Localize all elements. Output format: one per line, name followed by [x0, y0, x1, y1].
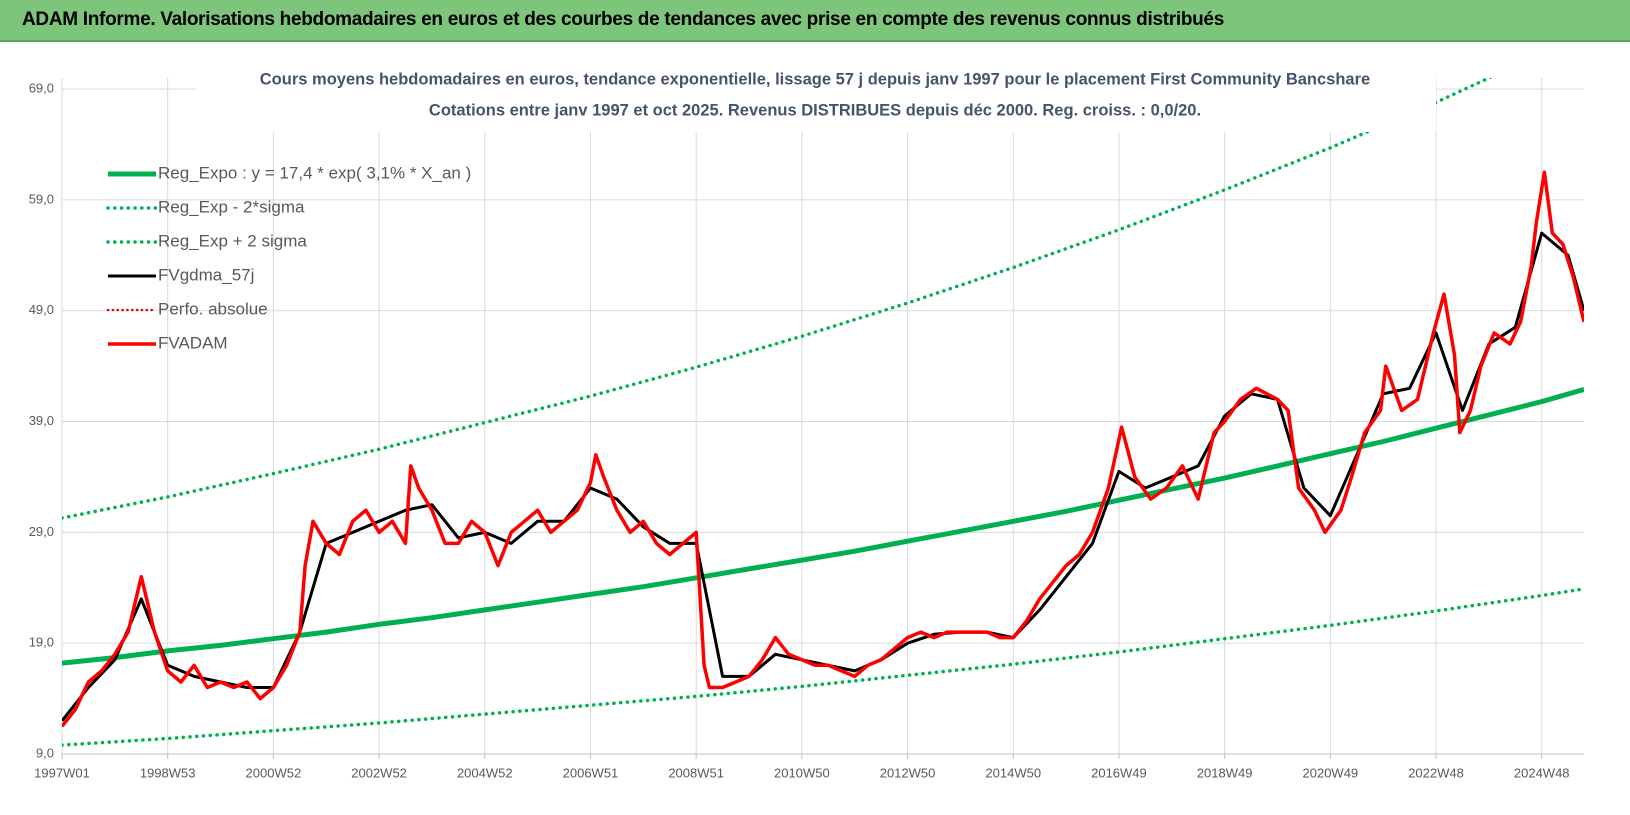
x-tick-label: 2020W49 [1303, 765, 1359, 780]
y-tick-label: 39,0 [29, 413, 54, 428]
x-tick-label: 1997W01 [34, 765, 90, 780]
y-tick-label: 9,0 [36, 745, 54, 760]
x-tick-label: 2008W51 [668, 765, 724, 780]
x-tick-label: 2002W52 [351, 765, 407, 780]
x-tick-label: 2022W48 [1408, 765, 1464, 780]
grid: 9,0 19,0 29,0 39,0 49,0 59,0 69,0 1997W01 1998W5… [29, 78, 1584, 780]
x-tick-label: 2004W52 [457, 765, 513, 780]
series-line [62, 587, 1584, 747]
x-tick-label: 1998W53 [140, 765, 196, 780]
legend-label: Reg_Exp + 2 sigma [158, 231, 307, 250]
y-tick-label: 49,0 [29, 302, 54, 317]
chart-background [0, 42, 1630, 815]
chart-subtitle: Cotations entre janv 1997 et oct 2025. R… [429, 101, 1201, 119]
plot-lines [62, 78, 1584, 747]
y-tick-label: 69,0 [29, 81, 54, 96]
x-tick-label: 2000W52 [246, 765, 302, 780]
chart: 9,0 19,0 29,0 39,0 49,0 59,0 69,0 1997W01 1998W5… [0, 42, 1630, 815]
y-tick-label: 59,0 [29, 191, 54, 206]
chart-title: Cours moyens hebdomadaires en euros, ten… [260, 70, 1370, 88]
legend-label: FVgdma_57j [158, 265, 254, 284]
x-tick-label: 2018W49 [1197, 765, 1253, 780]
x-tick-label: 2010W50 [774, 765, 830, 780]
series-line [62, 386, 1584, 666]
legend-label: Reg_Expo : y = 17,4 * exp( 3,1% * X_an ) [158, 163, 471, 182]
x-tick-label: 2014W50 [985, 765, 1041, 780]
y-tick-label: 19,0 [29, 635, 54, 650]
legend-label: FVADAM [158, 333, 228, 352]
legend-label: Perfo. absolue [158, 299, 268, 318]
x-tick-label: 2006W51 [563, 765, 619, 780]
x-tick-label: 2024W48 [1514, 765, 1570, 780]
series-line [62, 78, 1494, 520]
title-background [196, 62, 1436, 132]
x-tick-label: 2016W49 [1091, 765, 1147, 780]
series-line [62, 170, 1584, 728]
header-bar: ADAM Informe. Valorisations hebdomadaire… [0, 0, 1630, 42]
y-tick-label: 29,0 [29, 524, 54, 539]
x-tick-label: 2012W50 [880, 765, 936, 780]
header-title: ADAM Informe. Valorisations hebdomadaire… [22, 9, 1224, 30]
legend: Reg_Expo : y = 17,4 * exp( 3,1% * X_an )… [106, 163, 471, 352]
legend-label: Reg_Exp - 2*sigma [158, 197, 305, 216]
